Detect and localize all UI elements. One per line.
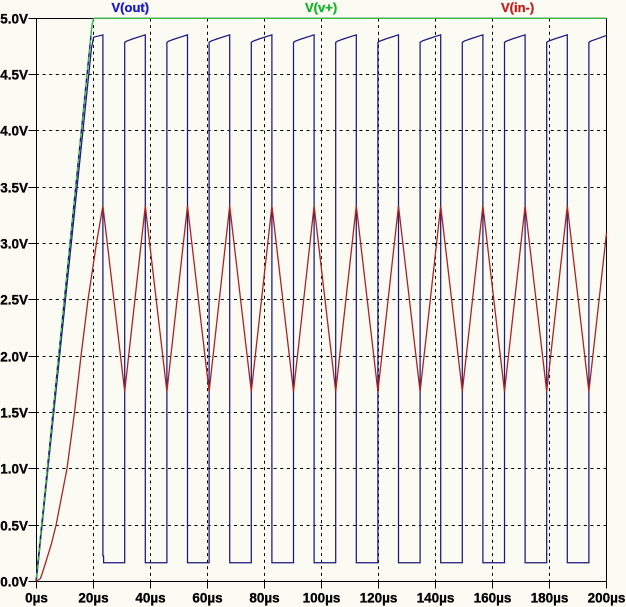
svg-text:140µs: 140µs (417, 591, 455, 606)
svg-text:60µs: 60µs (192, 591, 222, 606)
svg-text:2.5V: 2.5V (0, 292, 28, 307)
svg-text:4.0V: 4.0V (0, 123, 28, 138)
svg-text:4.5V: 4.5V (0, 67, 28, 82)
svg-text:3.5V: 3.5V (0, 180, 28, 195)
svg-text:V(v+): V(v+) (305, 0, 337, 15)
svg-text:1.0V: 1.0V (0, 461, 28, 476)
svg-text:V(in-): V(in-) (501, 0, 534, 15)
svg-text:120µs: 120µs (360, 591, 398, 606)
svg-text:160µs: 160µs (474, 591, 512, 606)
svg-text:80µs: 80µs (249, 591, 279, 606)
svg-text:5.0V: 5.0V (0, 11, 28, 26)
svg-text:2.0V: 2.0V (0, 349, 28, 364)
svg-text:20µs: 20µs (78, 591, 108, 606)
svg-text:V(out): V(out) (112, 0, 150, 15)
svg-text:0.0V: 0.0V (0, 574, 28, 589)
svg-text:100µs: 100µs (303, 591, 341, 606)
svg-text:3.0V: 3.0V (0, 236, 28, 251)
svg-text:0µs: 0µs (25, 591, 48, 606)
svg-text:200µs: 200µs (588, 591, 626, 606)
svg-text:40µs: 40µs (135, 591, 165, 606)
svg-text:0.5V: 0.5V (0, 518, 28, 533)
svg-text:180µs: 180µs (531, 591, 569, 606)
svg-text:1.5V: 1.5V (0, 405, 28, 420)
